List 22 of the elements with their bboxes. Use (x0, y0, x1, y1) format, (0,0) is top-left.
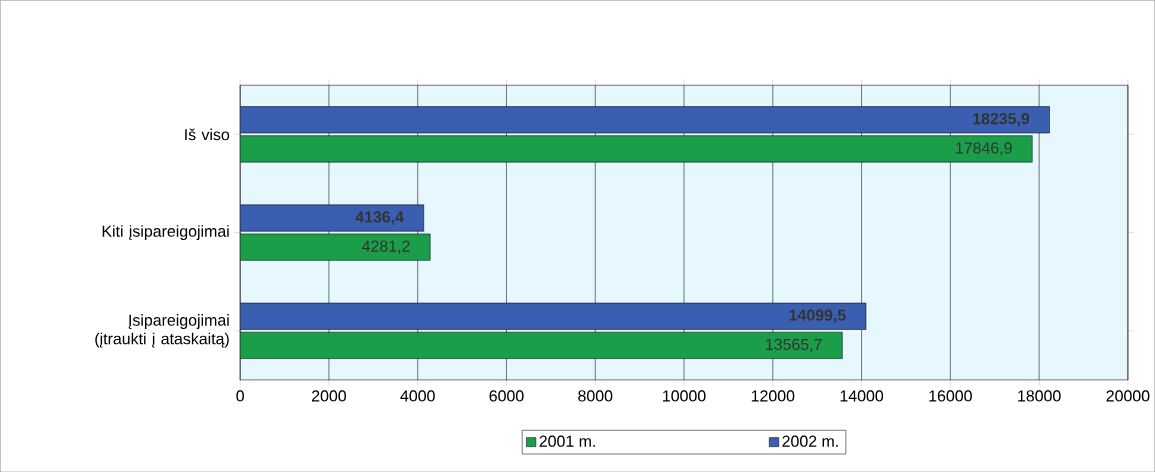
x-tick-label: 8000 (578, 390, 613, 402)
x-tick-label: 6000 (489, 390, 524, 402)
data-label: 17846,9 (956, 142, 1012, 156)
data-label: 4281,2 (362, 240, 410, 254)
x-tick-label: 10000 (663, 390, 706, 402)
legend-label: 2002 m. (782, 435, 838, 447)
data-label: 18235,9 (973, 112, 1030, 127)
x-tick-label: 18000 (1018, 390, 1061, 402)
x-tick-label: 2000 (312, 390, 347, 402)
x-tick-label: 16000 (929, 390, 972, 402)
data-label: 4136,4 (355, 211, 404, 225)
x-tick-label: 14000 (840, 390, 884, 402)
legend-label: 2001 m. (539, 435, 595, 447)
data-label: 13565,7 (766, 338, 822, 352)
y-tick-label: Iš viso (185, 128, 230, 141)
x-tick-label: 0 (236, 390, 244, 402)
x-tick-label: 12000 (751, 390, 795, 402)
data-label: 14099,5 (789, 309, 846, 323)
x-tick-label: 4000 (400, 390, 435, 402)
y-tick-label: Įsipareigojimai (įtraukti į ataskaitą) (95, 313, 229, 348)
x-tick-label: 20000 (1106, 390, 1150, 402)
y-tick-label: Kiti įsipareigojimai (102, 225, 229, 240)
